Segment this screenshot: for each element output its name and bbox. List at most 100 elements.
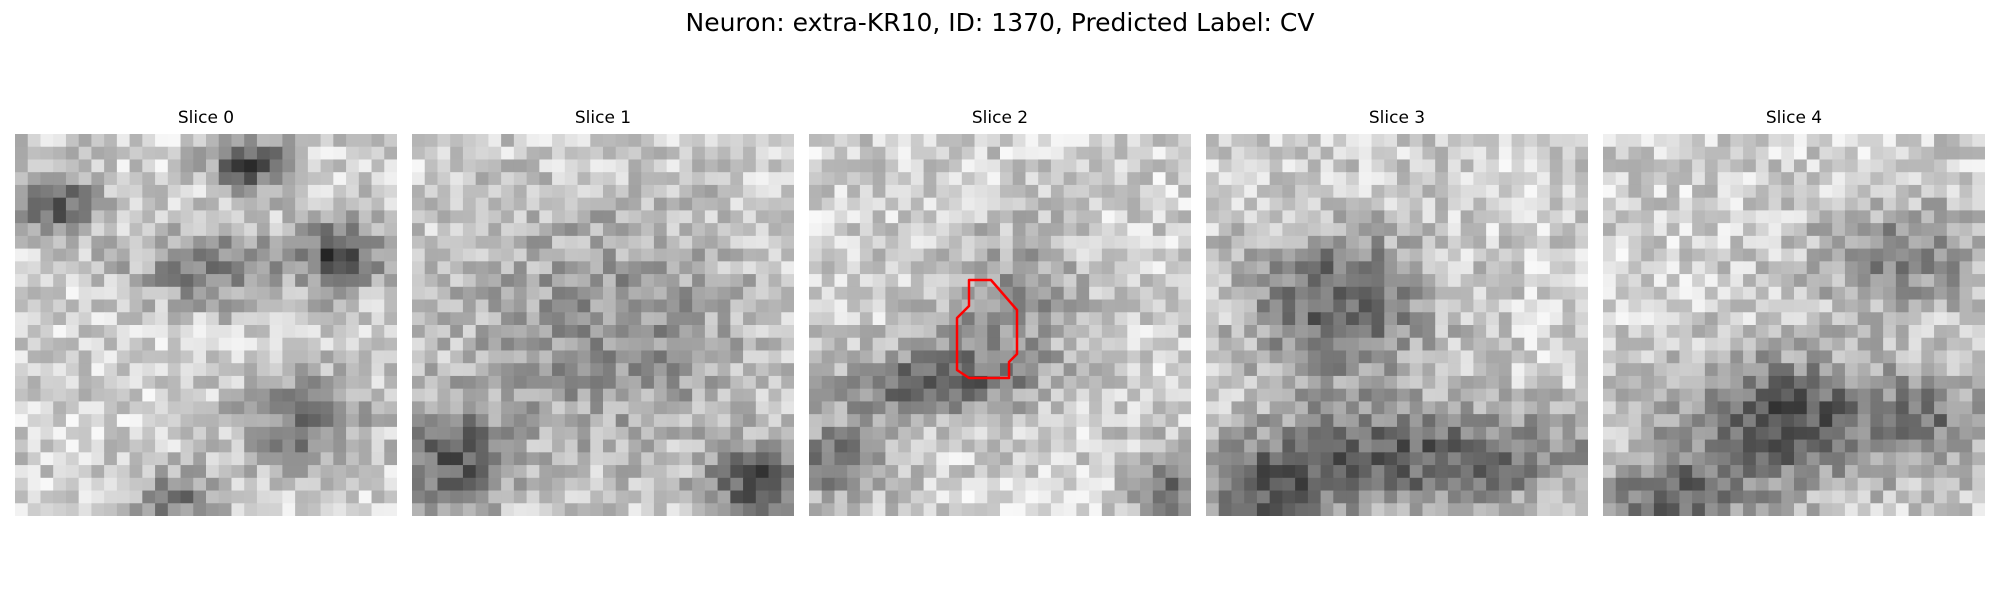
pixel [577,337,591,352]
pixel [1218,312,1233,326]
pixel [1537,274,1551,288]
pixel [193,261,207,275]
pixel [206,363,220,377]
pixel [193,223,207,237]
pixel [1819,426,1833,441]
pixel [1883,172,1897,186]
pixel [1397,337,1411,352]
pixel [358,146,373,161]
pixel [1908,184,1922,199]
pixel [307,172,322,186]
pixel [743,401,757,415]
pixel [1549,426,1564,441]
pixel [167,426,182,441]
pixel [1603,159,1617,173]
pixel [936,184,950,199]
pixel [1908,261,1922,275]
pixel [1127,363,1141,377]
pixel [872,414,886,428]
pixel [885,184,899,199]
pixel [129,452,143,466]
pixel [1346,363,1360,377]
pixel [1050,274,1065,288]
pixel [859,261,874,275]
pixel [424,388,439,402]
pixel [1921,261,1935,275]
pixel [1679,503,1693,516]
pixel [1486,134,1500,148]
pixel [1486,172,1500,186]
pixel [1832,172,1846,186]
pixel [15,210,29,224]
pixel [437,452,451,466]
pixel [1794,375,1808,390]
pixel [1384,248,1398,262]
pixel [1422,350,1436,364]
pixel [475,414,489,428]
pixel [1743,184,1757,199]
pixel [885,274,899,288]
pixel [898,337,912,352]
pixel [1165,248,1179,262]
pixel [129,299,143,313]
pixel [424,465,439,479]
pixel [923,134,937,148]
pixel [1231,184,1245,199]
pixel [564,312,579,326]
pixel [961,210,976,224]
pixel [1486,325,1500,339]
pixel [1460,248,1474,262]
pixel [1781,312,1795,326]
pixel [1244,312,1258,326]
pixel [603,401,617,415]
pixel [1256,134,1271,148]
pixel [1628,465,1642,479]
pixel [743,388,757,402]
pixel [1346,248,1360,262]
pixel [885,134,899,148]
pixel [53,477,67,492]
pixel [1870,401,1884,415]
pixel [1038,286,1052,301]
pixel [65,172,80,186]
pixel [539,184,553,199]
pixel [462,159,477,173]
pixel [1908,337,1922,352]
pixel [1295,223,1309,237]
pixel [1562,223,1576,237]
pixel [1282,210,1296,224]
pixel [1934,414,1948,428]
pixel [1409,184,1424,199]
pixel [333,286,347,301]
pixel [1603,299,1617,313]
pixel [1730,363,1744,377]
pixel [1603,197,1617,211]
pixel [1524,134,1538,148]
pixel [730,274,744,288]
pixel [1615,388,1630,402]
pixel [307,388,322,402]
pixel [1603,172,1617,186]
pixel [1666,490,1680,504]
pixel [450,490,464,504]
pixel [1603,426,1617,441]
pixel [1921,159,1935,173]
pixel [1819,223,1833,237]
pixel [167,274,182,288]
pixel [167,465,182,479]
pixel [91,414,105,428]
pixel [27,337,42,352]
pixel [282,312,296,326]
pixel [116,426,131,441]
pixel [1511,452,1525,466]
pixel [1628,337,1642,352]
pixel [1435,414,1449,428]
pixel [424,337,439,352]
pixel [1857,299,1871,313]
pixel [1076,414,1090,428]
pixel [692,286,706,301]
pixel [949,375,963,390]
pixel [1575,414,1588,428]
pixel [1628,223,1642,237]
pixel [1127,274,1141,288]
